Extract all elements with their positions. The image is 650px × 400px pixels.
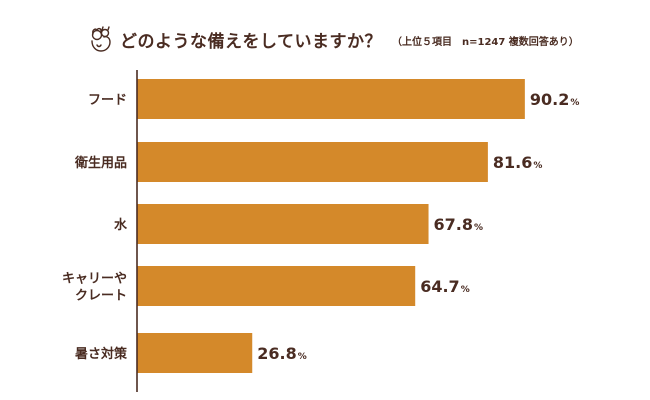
category-label-4: 暑さ対策	[74, 346, 128, 362]
value-label-0: 90.2%	[530, 90, 580, 109]
chart-subtitle: （上位５項目 n=1247 複数回答あり）	[392, 37, 579, 48]
bar-3	[137, 266, 416, 306]
value-label-3: 64.7%	[420, 277, 470, 296]
chart-header: どのような備えをしていますか？ （上位５項目 n=1247 複数回答あり）	[88, 24, 579, 54]
value-label-1: 81.6%	[493, 153, 543, 172]
category-label-2: 水	[114, 217, 128, 233]
category-label-3: キャリーやクレート	[62, 272, 127, 304]
value-label-4: 26.8%	[257, 344, 307, 363]
bar-1	[137, 142, 488, 182]
chart-title: どのような備えをしていますか？	[120, 31, 382, 52]
bar-4	[137, 333, 253, 373]
category-label-1: 衛生用品	[74, 155, 127, 171]
bar-2	[137, 204, 429, 244]
category-label-0: フード	[88, 93, 127, 108]
value-label-2: 67.8%	[434, 215, 484, 234]
bar-0	[137, 79, 525, 119]
pet-mascot-icon	[91, 26, 111, 52]
